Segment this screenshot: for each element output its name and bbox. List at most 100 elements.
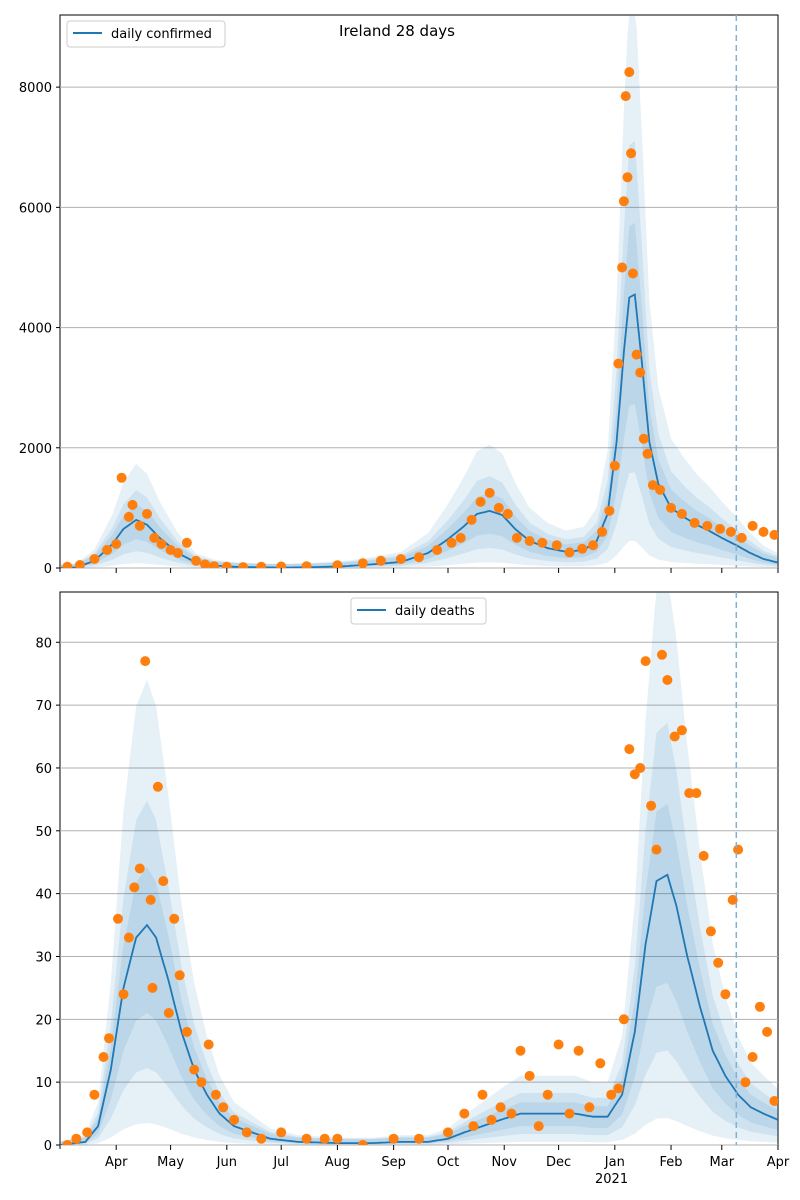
observed-point <box>446 537 457 548</box>
observed-point <box>662 675 673 685</box>
observed-point <box>655 484 666 495</box>
observed-point <box>229 1114 240 1125</box>
observed-point <box>484 487 495 498</box>
observed-point <box>172 548 183 558</box>
observed-point <box>149 532 160 543</box>
observed-point <box>613 1083 624 1094</box>
observed-point <box>651 844 662 855</box>
observed-point <box>62 561 73 568</box>
observed-point <box>238 562 249 568</box>
x-tick-label: Jul <box>272 1155 289 1170</box>
y-tick-label: 6000 <box>19 201 52 216</box>
observed-point <box>669 731 680 742</box>
observed-point <box>221 561 232 568</box>
y-tick-label: 4000 <box>19 322 52 337</box>
confirmed-y-axis: 0 2000 4000 6000 8000 <box>19 81 60 577</box>
deaths-legend-box <box>350 597 487 625</box>
x-tick-label: Oct <box>437 1155 459 1170</box>
observed-point <box>657 649 667 660</box>
observed-point <box>111 539 122 549</box>
observed-point <box>597 526 608 537</box>
observed-point <box>725 526 736 537</box>
observed-point <box>705 926 716 937</box>
observed-point <box>533 1121 544 1132</box>
observed-point <box>395 554 406 564</box>
uncertainty-band <box>60 15 778 568</box>
observed-point <box>691 788 702 799</box>
observed-point <box>631 349 642 360</box>
observed-point <box>524 536 535 546</box>
confirmed-legend[interactable]: daily confirmed <box>66 20 226 48</box>
uncertainty-band <box>60 722 778 1145</box>
observed-point <box>158 876 169 887</box>
observed-point <box>102 545 113 555</box>
observed-point <box>357 1140 368 1145</box>
observed-point <box>113 913 123 924</box>
observed-point <box>140 656 151 667</box>
uncertainty-band <box>60 222 778 568</box>
observed-point <box>622 172 633 183</box>
observed-point <box>736 532 747 543</box>
observed-point <box>156 539 167 549</box>
observed-point <box>720 989 731 1000</box>
deaths-gridlines <box>60 641 778 1146</box>
x-tick-label: Apr <box>105 1155 128 1170</box>
observed-point <box>618 1014 629 1025</box>
observed-point <box>455 532 466 543</box>
observed-point <box>577 543 588 554</box>
observed-point <box>123 932 134 943</box>
y-tick-label: 40 <box>35 888 52 903</box>
confirmed-panel: 0 2000 4000 6000 8000 Ireland 28 days daily … <box>19 14 779 577</box>
observed-point <box>754 1001 765 1012</box>
observed-point <box>646 800 657 811</box>
observed-point <box>676 725 687 736</box>
observed-point <box>606 1089 617 1100</box>
observed-point <box>624 67 635 78</box>
x-tick-label: Sep <box>381 1155 406 1170</box>
observed-point <box>332 1133 343 1144</box>
observed-point <box>104 1033 114 1044</box>
observed-point <box>196 1077 207 1088</box>
y-tick-label: 60 <box>35 762 52 777</box>
observed-point <box>71 1133 82 1144</box>
observed-point <box>169 913 180 924</box>
observed-point <box>142 508 152 519</box>
x-tick-label: Jan <box>604 1155 625 1170</box>
observed-point <box>134 863 145 874</box>
x-tick-label: Feb <box>660 1155 683 1170</box>
observed-point <box>486 1114 497 1125</box>
observed-point <box>617 262 628 273</box>
observed-point <box>145 894 156 905</box>
observed-point <box>163 1008 174 1018</box>
observed-point <box>564 1108 575 1119</box>
observed-point <box>647 480 658 491</box>
observed-point <box>210 1089 221 1100</box>
x-tick-label: Mar <box>710 1155 735 1170</box>
observed-point <box>769 1096 778 1106</box>
observed-point <box>740 1077 751 1088</box>
observed-point <box>475 496 486 507</box>
observed-point <box>715 523 725 534</box>
observed-point <box>174 970 185 981</box>
observed-point <box>414 552 424 563</box>
confirmed-legend-label: daily confirmed <box>111 27 212 42</box>
x-tick-label: Apr <box>767 1155 790 1170</box>
observed-point <box>493 502 504 513</box>
observed-point <box>203 1039 214 1050</box>
observed-point <box>134 520 145 531</box>
deaths-legend[interactable]: daily deaths <box>350 597 487 625</box>
deaths-panel: 0 10 20 30 40 50 60 70 80 Apr May Jun Jul Aug Sep Oct N… <box>35 591 790 1187</box>
observed-point <box>181 537 192 548</box>
observed-point <box>698 850 709 861</box>
observed-point <box>588 540 599 551</box>
observed-point <box>414 1133 424 1144</box>
deaths-x-axis: Apr May Jun Jul Aug Sep Oct Nov Dec Jan Feb Mar Apr <box>59 1145 790 1170</box>
observed-point <box>181 1026 192 1037</box>
observed-point <box>123 511 134 522</box>
confirmed-uncertainty-bands <box>60 15 778 568</box>
observed-point <box>375 555 386 566</box>
observed-point <box>542 1089 553 1100</box>
deaths-observed-dots <box>62 649 778 1145</box>
observed-point <box>209 561 220 568</box>
observed-point <box>477 1089 488 1100</box>
